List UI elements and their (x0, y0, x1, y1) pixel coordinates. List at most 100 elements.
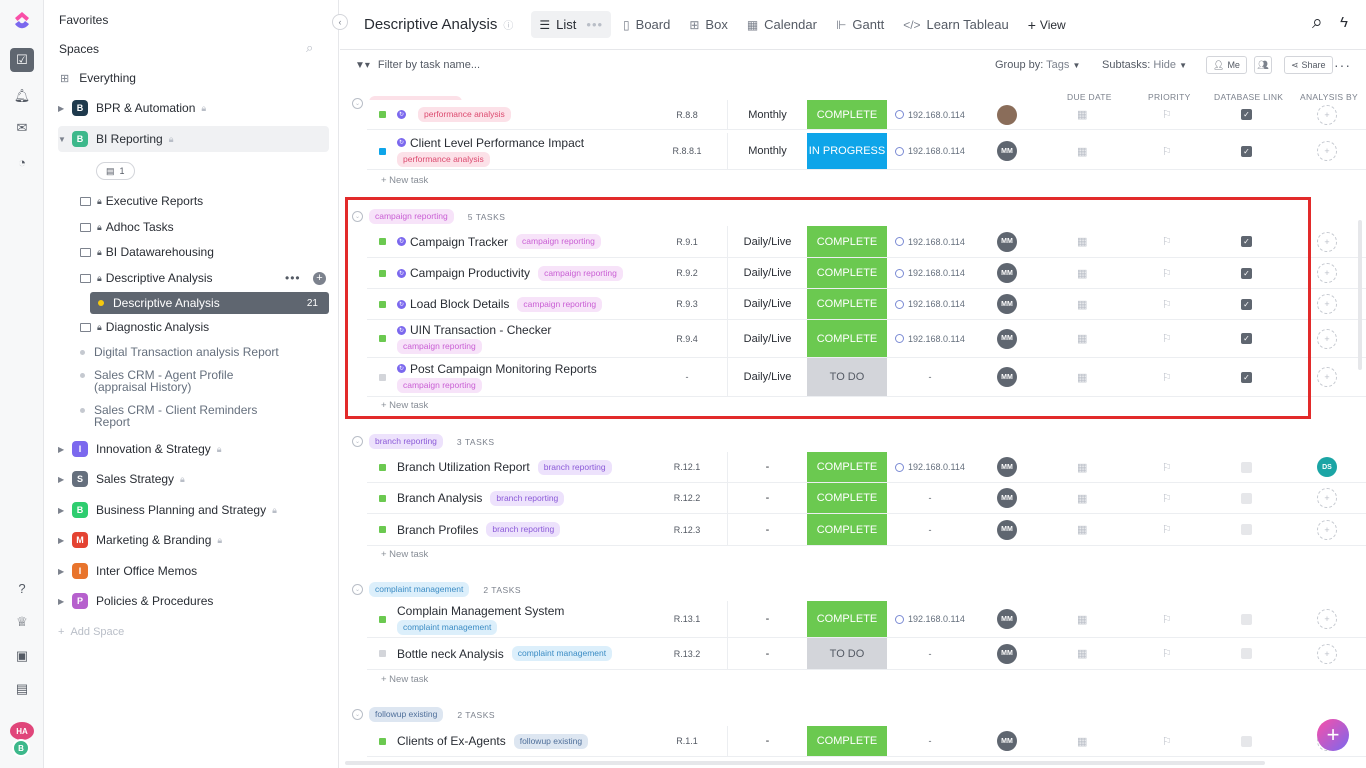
clipboard-icon[interactable]: ▤ (15, 681, 29, 696)
assignee-cell[interactable]: MM (997, 226, 1017, 257)
group-header[interactable]: ⌄ complaint management 2 TASKS (352, 582, 521, 597)
status-pill[interactable]: COMPLETE (807, 514, 887, 545)
task-name-cell[interactable]: Complain Management System complaint mana… (397, 601, 667, 637)
list-item[interactable]: Sales CRM - Agent Profile (appraisal His… (80, 369, 280, 393)
assignee-cell[interactable]: MM (997, 514, 1017, 545)
task-row[interactable]: ↻ Post Campaign Monitoring Reports campaig… (367, 358, 1366, 397)
database-checkbox[interactable] (1241, 514, 1252, 545)
add-user-icon[interactable]: + (1317, 519, 1337, 540)
calendar-icon[interactable]: ▦ (1077, 267, 1088, 280)
analysis-cell[interactable]: + (1317, 638, 1337, 669)
assignee-cell[interactable]: MM (997, 358, 1017, 396)
task-row[interactable]: Bottle neck Analysis complaint management… (367, 638, 1366, 670)
flag-icon[interactable]: ⚐ (1162, 333, 1172, 345)
task-name[interactable]: Clients of Ex-Agents (397, 734, 506, 748)
database-checkbox[interactable]: ✓ (1241, 289, 1252, 319)
space-item[interactable]: ▶ M Marketing & Branding 🔒︎ (58, 527, 338, 553)
flag-icon[interactable]: ⚐ (1162, 298, 1172, 311)
new-task-button[interactable]: + New task (381, 549, 429, 560)
horizontal-scrollbar[interactable] (345, 761, 1265, 765)
task-tag[interactable]: campaign reporting (397, 339, 482, 354)
task-tag[interactable]: campaign reporting (516, 234, 601, 249)
task-name-cell[interactable]: ↻ performance analysis (397, 100, 667, 129)
spaces-header[interactable]: Spaces (59, 42, 100, 56)
database-checkbox[interactable]: ✓ (1241, 100, 1252, 129)
calendar-icon[interactable]: ▦ (1077, 492, 1088, 505)
status-square[interactable] (379, 226, 391, 257)
status-square[interactable] (379, 601, 391, 637)
status-square[interactable] (379, 483, 391, 513)
assignee-avatar[interactable]: MM (997, 457, 1017, 477)
more-icon[interactable]: ••• (586, 17, 604, 32)
workspace-avatar[interactable]: B (12, 739, 30, 757)
add-user-icon[interactable]: + (1317, 488, 1337, 508)
inbox-icon[interactable]: ✉ (16, 120, 28, 135)
dashboard-icon[interactable]: ◔ (18, 154, 26, 170)
assignee-avatar[interactable]: MM (997, 141, 1017, 161)
tab-calendar[interactable]: ▦ Calendar (746, 17, 817, 32)
database-checkbox[interactable] (1241, 638, 1252, 669)
database-checkbox[interactable] (1241, 452, 1252, 482)
tab-board[interactable]: ▯ Board (623, 17, 671, 32)
database-checkbox[interactable]: ✓ (1241, 133, 1252, 169)
database-checkbox[interactable]: ✓ (1241, 258, 1252, 288)
task-row[interactable]: Complain Management System complaint mana… (367, 601, 1366, 638)
flag-icon[interactable]: ⚐ (1162, 735, 1172, 748)
task-tag[interactable]: complaint management (511, 646, 613, 661)
new-task-button[interactable]: + New task (381, 175, 429, 186)
task-row[interactable]: ↻ performance analysis R.8.8 Monthly COMP… (367, 100, 1366, 130)
status-square[interactable] (379, 320, 391, 357)
task-tag[interactable]: branch reporting (490, 490, 565, 506)
flag-icon[interactable]: ⚐ (1162, 524, 1172, 536)
folder-item[interactable]: 🔒︎ Adhoc Tasks (80, 216, 174, 238)
task-name-cell[interactable]: Branch Profiles branch reporting (397, 514, 667, 545)
task-tag[interactable]: campaign reporting (538, 265, 623, 281)
vertical-scrollbar[interactable] (1358, 220, 1362, 370)
collapse-group-icon[interactable]: ⌄ (352, 709, 363, 720)
task-name-cell[interactable]: ↻ Load Block Details campaign reporting (397, 289, 667, 319)
database-checkbox[interactable]: ✓ (1241, 226, 1252, 257)
database-checkbox[interactable]: ✓ (1241, 358, 1252, 396)
group-header[interactable]: ⌄ campaign reporting 5 TASKS (352, 209, 505, 224)
assignee-avatar[interactable]: MM (997, 231, 1017, 252)
space-item[interactable]: ▶ I Innovation & Strategy 🔒︎ (58, 436, 338, 462)
task-row[interactable]: ↻ UIN Transaction - Checker campaign repor… (367, 320, 1366, 358)
share-button[interactable]: ⋖ Share (1284, 56, 1333, 74)
space-item[interactable]: ▶ B BPR & Automation 🔒︎ (58, 95, 338, 121)
me-filter-button[interactable]: 👤︎ Me (1206, 56, 1247, 74)
analysis-cell[interactable]: + (1317, 483, 1337, 513)
status-pill[interactable]: COMPLETE (807, 289, 887, 319)
add-user-icon[interactable]: + (1317, 294, 1337, 314)
column-header-priority[interactable]: PRIORITY (1148, 92, 1191, 102)
subtasks-control[interactable]: Subtasks: Hide ▼ (1102, 59, 1187, 71)
filter-input[interactable]: Filter by task name... (377, 59, 481, 71)
bell-icon[interactable]: 🔔︎ (13, 88, 31, 103)
add-user-icon[interactable]: + (1317, 367, 1337, 387)
space-item-active[interactable]: ▼ B BI Reporting 🔒︎ (58, 126, 329, 152)
task-name[interactable]: Load Block Details (410, 297, 510, 311)
search-icon[interactable]: ⌕ (1312, 12, 1323, 33)
task-name-cell[interactable]: ↻ Campaign Productivity campaign reporting (397, 258, 667, 288)
folder-item-open[interactable]: 🔒︎ Descriptive Analysis ••• + (80, 267, 330, 289)
tab-learn-tableau[interactable]: </> Learn Tableau (903, 17, 1009, 32)
analysis-cell[interactable]: + (1317, 133, 1337, 169)
task-tag[interactable]: campaign reporting (517, 296, 603, 312)
filter-icon[interactable]: ▼▾ (355, 59, 370, 71)
assignee-cell[interactable]: MM (997, 258, 1017, 288)
task-row[interactable]: Branch Analysis branch reporting R.12.2 -… (367, 483, 1366, 514)
favorites-header[interactable]: Favorites (59, 13, 109, 27)
lightning-icon[interactable]: ϟ (1340, 14, 1348, 31)
flag-icon[interactable]: ⚐ (1162, 461, 1172, 474)
calendar-icon[interactable]: ▦ (1077, 461, 1088, 474)
assignee-avatar[interactable]: MM (997, 519, 1017, 540)
assignee-avatar[interactable]: MM (997, 731, 1017, 751)
column-header-analysis-by[interactable]: ANALYSIS BY (1300, 92, 1358, 102)
quick-add-button[interactable]: + (1317, 719, 1349, 751)
analysis-cell[interactable]: + (1317, 226, 1337, 257)
space-item[interactable]: ▶ B Business Planning and Strategy 🔒︎ (58, 497, 338, 523)
assignee-avatar[interactable]: MM (997, 328, 1017, 349)
more-icon[interactable]: ··· (1334, 57, 1351, 73)
task-name[interactable]: Branch Utilization Report (397, 460, 530, 474)
collapse-group-icon[interactable]: ⌄ (352, 436, 363, 447)
home-icon[interactable]: ☑ (10, 48, 34, 72)
